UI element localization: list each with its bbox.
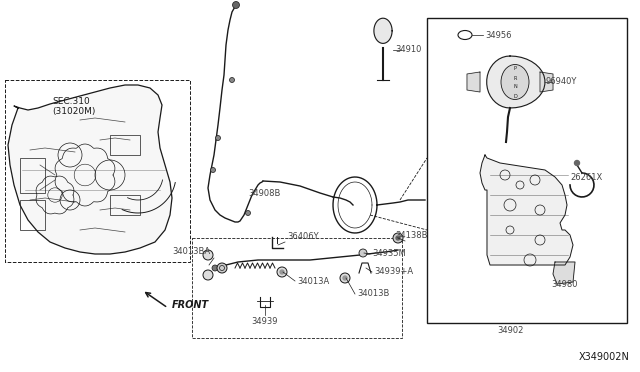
- Circle shape: [217, 263, 227, 273]
- Circle shape: [396, 236, 400, 240]
- Circle shape: [575, 160, 579, 166]
- Polygon shape: [553, 262, 575, 284]
- Bar: [192, 238, 402, 338]
- Circle shape: [203, 270, 213, 280]
- Text: 26261X: 26261X: [570, 173, 602, 182]
- Text: X349002N: X349002N: [579, 352, 630, 362]
- Text: 34980: 34980: [552, 280, 579, 289]
- Text: 34013BA: 34013BA: [172, 247, 210, 256]
- Circle shape: [277, 267, 287, 277]
- Text: N: N: [513, 84, 517, 90]
- Text: 34935M: 34935M: [372, 250, 406, 259]
- Polygon shape: [480, 155, 573, 265]
- Bar: [20, 200, 45, 230]
- Text: 34939+A: 34939+A: [374, 267, 413, 276]
- Circle shape: [393, 233, 403, 243]
- Bar: [110, 195, 140, 215]
- Polygon shape: [8, 85, 172, 254]
- Circle shape: [359, 249, 367, 257]
- Text: 34956: 34956: [485, 31, 511, 39]
- Polygon shape: [467, 72, 480, 92]
- Bar: [5, 80, 190, 262]
- Circle shape: [340, 273, 350, 283]
- Bar: [20, 158, 45, 193]
- Text: 34908B: 34908B: [248, 189, 280, 198]
- Circle shape: [246, 211, 250, 215]
- Text: 34013B: 34013B: [357, 289, 389, 298]
- Polygon shape: [540, 72, 553, 92]
- Circle shape: [203, 250, 213, 260]
- Text: D: D: [513, 93, 517, 99]
- Text: SEC.310
(31020M): SEC.310 (31020M): [52, 97, 95, 116]
- Circle shape: [230, 77, 234, 83]
- Circle shape: [212, 265, 218, 271]
- Text: 36406Y: 36406Y: [287, 232, 319, 241]
- Text: FRONT: FRONT: [172, 300, 209, 310]
- Text: 34138B: 34138B: [395, 231, 428, 240]
- Ellipse shape: [501, 64, 529, 99]
- Text: 34910: 34910: [395, 45, 421, 55]
- Circle shape: [216, 135, 221, 141]
- Circle shape: [280, 270, 284, 274]
- Text: P: P: [513, 67, 516, 71]
- Text: 34013A: 34013A: [297, 276, 329, 285]
- Polygon shape: [487, 56, 545, 108]
- Circle shape: [232, 1, 239, 9]
- Text: 96940Y: 96940Y: [545, 77, 577, 87]
- Text: 34939: 34939: [252, 317, 278, 326]
- Text: 34902: 34902: [497, 326, 523, 335]
- Polygon shape: [374, 18, 392, 44]
- Text: R: R: [513, 76, 516, 80]
- Circle shape: [343, 276, 347, 280]
- Bar: [427, 18, 627, 323]
- Bar: [110, 135, 140, 155]
- Circle shape: [211, 167, 216, 173]
